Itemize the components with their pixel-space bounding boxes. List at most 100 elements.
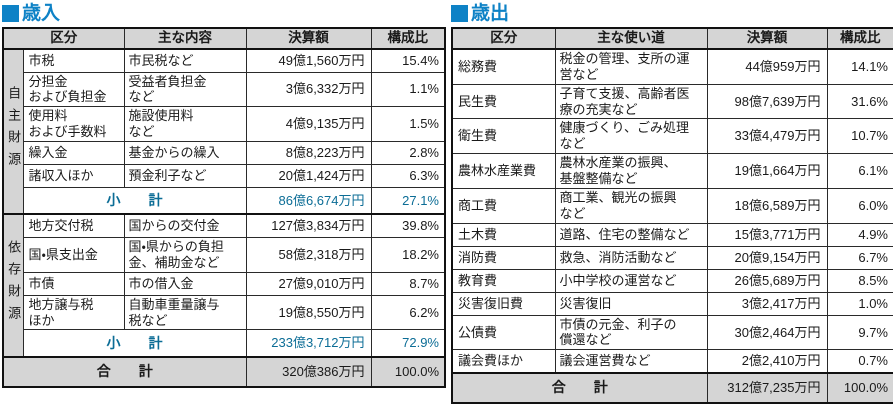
table-row: 国・県支出金 国・県からの負担 金、補助金など 58億2,318万円 18.2% bbox=[3, 236, 446, 273]
amount-cell: 4億9,135万円 bbox=[245, 106, 372, 142]
ratio-cell: 4.9% bbox=[826, 222, 893, 247]
table-row: 民生費 子育て支援、高齢者医 療の充実など 98億7,639万円 31.6% bbox=[451, 83, 893, 120]
ratio-cell: 0.7% bbox=[826, 349, 893, 374]
total-label: 合 計 bbox=[2, 355, 247, 388]
amount-cell: 3億6,332万円 bbox=[245, 71, 372, 108]
amount-cell: 127億3,834万円 bbox=[245, 213, 372, 238]
category-cell: 市債 bbox=[22, 271, 125, 296]
ratio-cell: 6.2% bbox=[370, 294, 446, 331]
table-row: 災害復旧費 災害復旧 3億2,417万円 1.0% bbox=[451, 291, 893, 316]
description-cell: 市民税など bbox=[123, 48, 247, 73]
subtotal-label: 小 計 bbox=[22, 186, 247, 215]
expenditure-section: 歳出 区分 主な使い道 決算額 構成比 総務費 税金の管理、支所の運 営など 44億959万… bbox=[451, 2, 893, 404]
col-header-description: 主な内容 bbox=[123, 27, 247, 50]
ratio-cell: 6.3% bbox=[370, 163, 446, 188]
ratio-cell: 18.2% bbox=[370, 236, 446, 273]
table-row: 総務費 税金の管理、支所の運 営など 44億959万円 14.1% bbox=[451, 48, 893, 85]
amount-cell: 98億7,639万円 bbox=[706, 83, 828, 120]
table-row: 公債費 市債の元金、利子の 償還など 30億2,464万円 9.7% bbox=[451, 314, 893, 351]
description-cell: 子育て支援、高齢者医 療の充実など bbox=[554, 83, 708, 120]
expenditure-title-text: 歳出 bbox=[471, 2, 510, 24]
description-cell: 議会運営費など bbox=[554, 349, 708, 374]
category-cell: 分担金 および負担金 bbox=[22, 71, 125, 108]
category-cell: 使用料 および手数料 bbox=[22, 106, 125, 142]
category-cell: 諸収入ほか bbox=[22, 163, 125, 188]
subtotal-amount: 233億3,712万円 bbox=[245, 329, 372, 358]
category-cell: 農林水産業費 bbox=[451, 153, 556, 189]
ratio-cell: 15.4% bbox=[370, 48, 446, 73]
ratio-cell: 39.8% bbox=[370, 213, 446, 238]
budget-tables: 歳入 区分 主な内容 決算額 構成比 自主財源 市税 市民税など 49億1,560万円 15.4… bbox=[2, 2, 893, 404]
col-header-ratio: 構成比 bbox=[826, 27, 893, 50]
description-cell: 道路、住宅の整備など bbox=[554, 222, 708, 247]
subtotal-row: 小 計 233億3,712万円 72.9% bbox=[3, 329, 446, 358]
col-header-description: 主な使い道 bbox=[554, 27, 708, 50]
description-cell: 預金利子など bbox=[123, 163, 247, 188]
table-row: 議会費ほか 議会運営費など 2億2,410万円 0.7% bbox=[451, 349, 893, 374]
category-cell: 教育費 bbox=[451, 268, 556, 293]
revenue-title-text: 歳入 bbox=[22, 2, 61, 24]
ratio-cell: 6.1% bbox=[826, 153, 893, 189]
description-cell: 税金の管理、支所の運 営など bbox=[554, 48, 708, 85]
category-cell: 衛生費 bbox=[451, 118, 556, 155]
description-cell: 小中学校の運営など bbox=[554, 268, 708, 293]
expenditure-title: 歳出 bbox=[451, 2, 893, 24]
revenue-table-container: 区分 主な内容 決算額 構成比 自主財源 市税 市民税など 49億1,560万円 15.4% 分担… bbox=[2, 27, 446, 388]
ratio-cell: 8.7% bbox=[370, 271, 446, 296]
category-cell: 公債費 bbox=[451, 314, 556, 351]
description-cell: 施設使用料 など bbox=[123, 106, 247, 142]
header-row: 区分 主な内容 決算額 構成比 bbox=[2, 27, 446, 50]
description-cell: 国からの交付金 bbox=[123, 213, 247, 238]
ratio-cell: 1.0% bbox=[826, 291, 893, 316]
subtotal-label: 小 計 bbox=[22, 329, 247, 358]
amount-cell: 19億8,550万円 bbox=[245, 294, 372, 331]
expenditure-table: 区分 主な使い道 決算額 構成比 総務費 税金の管理、支所の運 営など 44億959万円 14… bbox=[451, 27, 893, 404]
amount-cell: 58億2,318万円 bbox=[245, 236, 372, 273]
amount-cell: 49億1,560万円 bbox=[245, 48, 372, 73]
ratio-cell: 1.1% bbox=[370, 71, 446, 108]
category-cell: 地方交付税 bbox=[22, 213, 125, 238]
description-cell: 商工業、観光の振興 など bbox=[554, 187, 708, 224]
total-label: 合 計 bbox=[451, 371, 708, 404]
col-header-amount: 決算額 bbox=[245, 27, 372, 50]
description-cell: 市債の元金、利子の 償還など bbox=[554, 314, 708, 351]
amount-cell: 19億1,664万円 bbox=[706, 153, 828, 189]
blue-square-icon bbox=[451, 4, 468, 22]
table-row: 教育費 小中学校の運営など 26億5,689万円 8.5% bbox=[451, 268, 893, 293]
table-row: 自主財源 市税 市民税など 49億1,560万円 15.4% bbox=[2, 48, 446, 215]
description-cell: 救急、消防活動など bbox=[554, 245, 708, 270]
expenditure-table-container: 区分 主な使い道 決算額 構成比 総務費 税金の管理、支所の運 営など 44億959万円 14… bbox=[451, 27, 893, 404]
group-label-vertical: 依存財源 bbox=[2, 213, 24, 358]
description-cell: 災害復旧 bbox=[554, 291, 708, 316]
amount-cell: 26億5,689万円 bbox=[706, 268, 828, 293]
ratio-cell: 6.0% bbox=[826, 187, 893, 224]
col-header-category: 区分 bbox=[451, 27, 556, 50]
revenue-section: 歳入 区分 主な内容 決算額 構成比 自主財源 市税 市民税など 49億1,560万円 15.4… bbox=[2, 2, 446, 404]
category-cell: 民生費 bbox=[451, 83, 556, 120]
total-ratio: 100.0% bbox=[370, 355, 446, 388]
table-row: 消防費 救急、消防活動など 20億9,154万円 6.7% bbox=[451, 245, 893, 270]
group-label-vertical: 自主財源 bbox=[2, 48, 24, 215]
category-cell: 商工費 bbox=[451, 187, 556, 224]
total-row: 合 計 320億386万円 100.0% bbox=[2, 355, 446, 388]
description-cell: 農林水産業の振興、 基盤整備など bbox=[554, 153, 708, 189]
description-cell: 受益者負担金 など bbox=[123, 71, 247, 108]
amount-cell: 27億9,010万円 bbox=[245, 271, 372, 296]
table-row: 市債 市の借入金 27億9,010万円 8.7% bbox=[3, 271, 446, 296]
group-label-text: 依存財源 bbox=[6, 239, 22, 328]
header-row: 区分 主な使い道 決算額 構成比 bbox=[451, 27, 893, 50]
category-cell: 土木費 bbox=[451, 222, 556, 247]
table-row: 商工費 商工業、観光の振興 など 18億6,589万円 6.0% bbox=[451, 187, 893, 224]
blue-square-icon bbox=[2, 4, 19, 22]
category-cell: 国・県支出金 bbox=[22, 236, 125, 273]
amount-cell: 18億6,589万円 bbox=[706, 187, 828, 224]
category-cell: 地方譲与税 ほか bbox=[22, 294, 125, 331]
description-cell: 自動車重量譲与 税など bbox=[123, 294, 247, 331]
category-cell: 消防費 bbox=[451, 245, 556, 270]
description-cell: 国・県からの負担 金、補助金など bbox=[123, 236, 247, 273]
revenue-title: 歳入 bbox=[2, 2, 444, 24]
subtotal-amount: 86億6,674万円 bbox=[245, 186, 372, 215]
subtotal-ratio: 27.1% bbox=[370, 186, 446, 215]
amount-cell: 30億2,464万円 bbox=[706, 314, 828, 351]
description-cell: 市の借入金 bbox=[123, 271, 247, 296]
